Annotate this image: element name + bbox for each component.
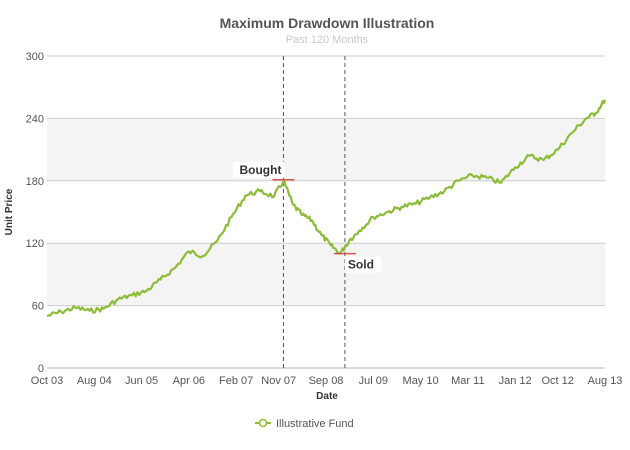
- chart-title: Maximum Drawdown Illustration: [220, 15, 435, 31]
- annotation-label: Bought: [239, 163, 281, 177]
- x-tick-label: Mar 11: [451, 375, 484, 387]
- y-axis-ticks: 0 60 120 180 240 300: [26, 51, 44, 375]
- x-tick-label: Jun 05: [125, 375, 158, 387]
- y-tick-label: 0: [38, 363, 44, 375]
- annotation-label: Sold: [348, 258, 374, 272]
- x-axis-ticks: Oct 03 Aug 04 Jun 05 Apr 06 Feb 07 Nov 07 Sep …: [31, 375, 623, 387]
- x-tick-label: Feb 07: [219, 375, 253, 387]
- chart-subtitle: Past 120 Months: [286, 34, 369, 46]
- x-tick-label: Sep 08: [309, 375, 344, 387]
- x-axis-title: Date: [316, 391, 338, 402]
- x-tick-label: Oct 03: [31, 375, 63, 387]
- plot-band: [47, 118, 605, 181]
- legend-label[interactable]: Illustrative Fund: [276, 418, 354, 430]
- x-tick-label: Apr 06: [173, 375, 205, 387]
- legend[interactable]: Illustrative Fund: [255, 418, 354, 430]
- x-tick-label: Jan 12: [499, 375, 532, 387]
- x-tick-label: Nov 07: [261, 375, 296, 387]
- y-tick-label: 240: [26, 113, 44, 125]
- series-line: [46, 99, 607, 318]
- plot-bands: [47, 118, 605, 306]
- y-axis-title: Unit Price: [4, 188, 15, 235]
- y-tick-label: 300: [26, 51, 44, 63]
- annotation-label-bg: [344, 256, 382, 273]
- series-layer: [46, 99, 607, 318]
- x-tick-label: Jul 09: [359, 375, 388, 387]
- x-tick-label: May 10: [403, 375, 439, 387]
- plot-band: [47, 243, 605, 306]
- x-tick-label: Aug 13: [588, 375, 623, 387]
- x-tick-label: Oct 12: [542, 375, 574, 387]
- grid: [47, 55, 605, 369]
- annotations-layer: Bought Sold: [232, 161, 382, 273]
- y-tick-label: 60: [32, 301, 44, 313]
- legend-marker-icon: [258, 418, 268, 428]
- x-tick-label: Aug 04: [77, 375, 112, 387]
- reference-lines: [282, 56, 346, 368]
- y-tick-label: 180: [26, 176, 44, 188]
- annotation-label-bg: [232, 161, 285, 178]
- y-tick-label: 120: [26, 238, 44, 250]
